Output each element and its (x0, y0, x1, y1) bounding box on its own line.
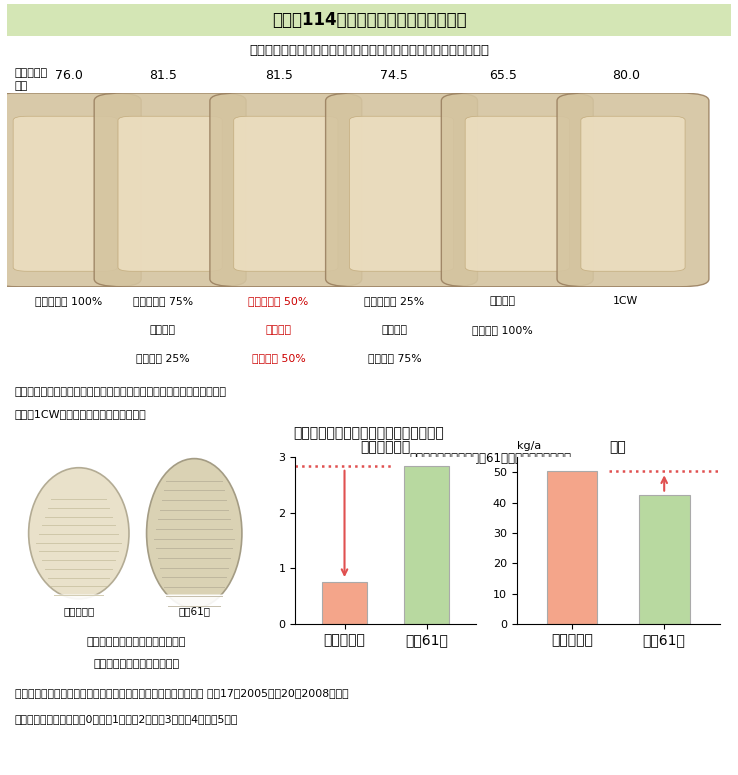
Text: ゆめちから 25%: ゆめちから 25% (365, 296, 424, 306)
Text: 76.0: 76.0 (55, 69, 83, 81)
FancyBboxPatch shape (441, 93, 593, 287)
Bar (639, 495, 689, 624)
Text: （早生・多収小麦品種「さとのそら」）: （早生・多収小麦品種「さとのそら」） (294, 425, 444, 440)
Bar (404, 466, 449, 624)
Text: 80.0: 80.0 (612, 69, 640, 81)
Text: 小麦品種 75%: 小麦品種 75% (368, 353, 421, 363)
Text: ゆめちから 100%: ゆめちから 100% (35, 296, 103, 306)
Ellipse shape (147, 459, 242, 608)
Bar (547, 471, 597, 624)
Text: kg/a: kg/a (517, 441, 541, 451)
FancyBboxPatch shape (581, 116, 685, 271)
Text: 資料：（独）農業・食品産業技術総合研究機構北海道農業研究センター: 資料：（独）農業・食品産業技術総合研究機構北海道農業研究センター (15, 388, 227, 398)
Text: ゆめちから 75%: ゆめちから 75% (133, 296, 193, 306)
Text: 図２－114　小麦における新品種の開発: 図２－114 小麦における新品種の開発 (272, 11, 466, 29)
FancyBboxPatch shape (350, 116, 454, 271)
Text: 国産中力: 国産中力 (266, 325, 292, 335)
FancyBboxPatch shape (118, 116, 222, 271)
FancyBboxPatch shape (36, 595, 122, 628)
Text: 74.5: 74.5 (380, 69, 408, 81)
FancyBboxPatch shape (325, 93, 477, 287)
FancyBboxPatch shape (557, 93, 709, 287)
Text: 国産中力: 国産中力 (382, 325, 407, 335)
Text: 国産中力: 国産中力 (490, 296, 516, 306)
Text: 製パン試験: 製パン試験 (15, 68, 48, 78)
Text: 注：1CWはカナダ産高品質パン用銘柄: 注：1CWはカナダ産高品質パン用銘柄 (15, 409, 146, 419)
FancyBboxPatch shape (151, 595, 237, 628)
Bar (322, 582, 367, 624)
Text: 国産中力: 国産中力 (150, 325, 176, 335)
Text: 色が優れる（明るい黄白色）: 色が優れる（明るい黄白色） (94, 659, 179, 669)
Text: （パン・中華めん用に利用できる超強力小麦品種「ゆめちから」）: （パン・中華めん用に利用できる超強力小麦品種「ゆめちから」） (249, 44, 489, 57)
Text: 小麦品種 50%: 小麦品種 50% (252, 353, 306, 363)
FancyBboxPatch shape (94, 93, 246, 287)
Text: ゆめちから 50%: ゆめちから 50% (249, 296, 308, 306)
Title: 倒伏発生程度: 倒伏発生程度 (360, 441, 411, 455)
Text: 1CW: 1CW (613, 296, 638, 306)
FancyBboxPatch shape (234, 116, 338, 271)
Text: さとのそら: さとのそら (63, 607, 94, 617)
Text: 81.5: 81.5 (149, 69, 177, 81)
Text: 評点: 評点 (15, 81, 28, 91)
Ellipse shape (29, 467, 129, 599)
Text: 「さとのそら」の生めん（左）は: 「さとのそら」の生めん（左）は (87, 637, 186, 647)
Text: 農林61号: 農林61号 (179, 607, 210, 617)
Title: 収量: 収量 (610, 441, 627, 455)
Text: 注：倒伏発生程度は、0が無、1が微、2が少、3が中、4が多、5が甚: 注：倒伏発生程度は、0が無、1が微、2が少、3が中、4が多、5が甚 (15, 714, 238, 724)
Text: 65.5: 65.5 (489, 69, 517, 81)
Text: 81.5: 81.5 (265, 69, 292, 81)
Text: 資料：群馬県農業技術センター「奨励品種決定調査」（試験年次 平成17（2005）～20（2008）年）: 資料：群馬県農業技術センター「奨励品種決定調査」（試験年次 平成17（2005）… (15, 688, 348, 698)
FancyBboxPatch shape (13, 116, 117, 271)
Text: 小麦品種 100%: 小麦品種 100% (472, 325, 533, 335)
FancyBboxPatch shape (465, 116, 569, 271)
FancyBboxPatch shape (210, 93, 362, 287)
FancyBboxPatch shape (0, 93, 141, 287)
Text: 小麦品種 25%: 小麦品種 25% (136, 353, 190, 363)
Text: 「さとのそら」と「農林61号」の比較（群馬県）: 「さとのそら」と「農林61号」の比較（群馬県） (410, 453, 572, 465)
